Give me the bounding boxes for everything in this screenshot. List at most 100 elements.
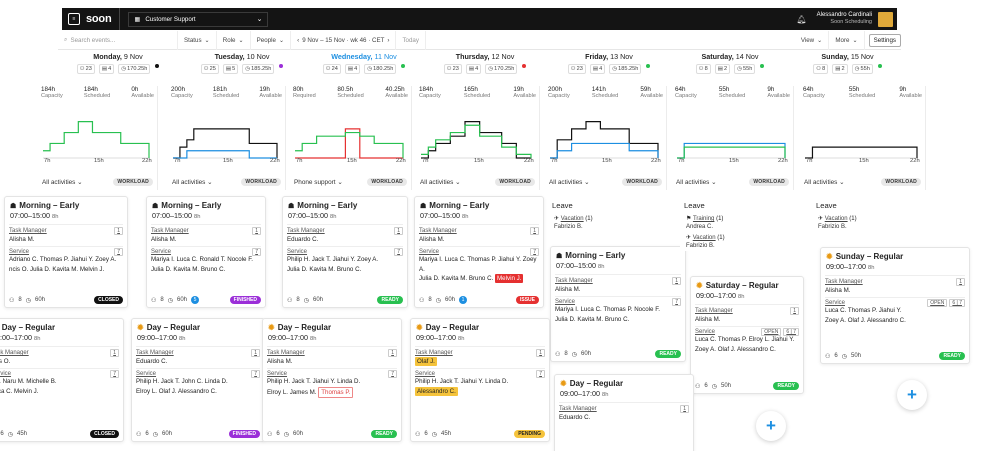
stat-hours: 180.25h (373, 66, 394, 72)
leave-item[interactable]: ✈ Vacation (1) (680, 232, 798, 243)
section-header: Service 7 (267, 370, 397, 379)
section-count: 7 (536, 370, 545, 379)
workload-toggle[interactable]: WORKLOAD (241, 177, 281, 186)
task-manager-section: Task Manager 1 ncis O. (0, 346, 119, 366)
next-week-icon[interactable]: › (387, 36, 390, 44)
shift-time: 07:00–15:00 8h (283, 210, 407, 222)
today-button[interactable]: Today (396, 30, 426, 50)
settings-button[interactable]: Settings (868, 33, 901, 47)
hat-icon: ☗ (556, 252, 563, 260)
activity-filter[interactable]: All activities ⌄ (420, 178, 461, 186)
metric-label: Scheduled (83, 93, 111, 100)
shift-time: 07:00–15:00 8h (147, 210, 265, 222)
view-menu[interactable]: View ⌄ (795, 30, 830, 50)
shift-card[interactable]: ☗ Morning – Early 07:00–15:00 8h Task Manag… (414, 196, 544, 308)
people-filter[interactable]: People ⌄ (251, 30, 292, 50)
shift-card[interactable]: ☗ Morning – Early 07:00–15:00 8h Task Manag… (550, 246, 686, 362)
add-shift-button[interactable]: + (756, 411, 786, 441)
section-label: Task Manager (9, 228, 47, 234)
search-input[interactable]: ⌕ Search events... (58, 30, 178, 50)
shift-title: ✹ Saturday – Regular (691, 277, 803, 290)
stat-chip-people: ⚇ 25 (200, 64, 219, 74)
sun-icon: ✹ (137, 323, 144, 332)
leave-type: Vacation (692, 235, 716, 241)
assignee: Alisha M. (151, 236, 177, 243)
section-count: 1 (251, 349, 260, 357)
section-label: Task Manager (825, 279, 863, 285)
section-count: 7 (110, 370, 119, 379)
workload-series-line (173, 150, 277, 159)
section-header: Service 7 (136, 370, 260, 379)
metric-label: Capacity (803, 93, 825, 100)
workload-toggle[interactable]: WORKLOAD (367, 177, 407, 186)
shift-card[interactable]: ☗ Morning – Early 07:00–15:00 8h Task Manag… (146, 196, 266, 308)
add-shift-button[interactable]: + (897, 380, 927, 410)
section-right: 7 (252, 248, 261, 257)
shift-card[interactable]: ✹ Sunday – Regular 09:00–17:00 8h Task Mana… (820, 247, 970, 364)
activity-filter-row: All activities ⌄ WORKLOAD (416, 176, 539, 187)
metric-value: 141h (591, 86, 606, 93)
activity-filter[interactable]: All activities ⌄ (42, 178, 83, 186)
day-name: Sunday, 15 Nov (789, 51, 906, 62)
section-label: Task Manager (136, 350, 174, 356)
metric-label: Required (293, 93, 316, 100)
activity-filter-row: All activities ⌄ WORKLOAD (800, 176, 925, 187)
leave-item[interactable]: ⚑ Training (1) (680, 213, 798, 224)
shift-title: ✹Day – Regular (411, 319, 549, 332)
section-header: Task Manager 1 (267, 349, 397, 357)
section-label: Task Manager (559, 406, 597, 412)
section-label: Task Manager (419, 228, 457, 234)
shift-card[interactable]: ☗ Morning – Early 07:00–15:00 8h Task Manag… (4, 196, 128, 308)
workload-toggle[interactable]: WORKLOAD (495, 177, 535, 186)
stat-chip-people: ⚇ 24 (322, 64, 341, 74)
workload-toggle[interactable]: WORKLOAD (113, 177, 153, 186)
activity-filter[interactable]: Phone support ⌄ (294, 178, 343, 186)
clock-icon: ◷ (7, 431, 13, 438)
shift-card[interactable]: ☗ Morning – Early 07:00–15:00 8h Task Manag… (282, 196, 408, 308)
menu-icon[interactable]: ≡ (68, 13, 80, 25)
section-count: 1 (672, 277, 681, 285)
workspace-select[interactable]: ▦ Customer Support ⌄ (128, 11, 269, 27)
task-manager-section: Task Manager 1 Alisha M. (825, 275, 965, 295)
workload-toggle[interactable]: WORKLOAD (749, 177, 789, 186)
activity-filter-row: All activities ⌄ WORKLOAD (38, 176, 157, 187)
user-menu[interactable]: 🔔︎ Alessandro Cardinali Soon Scheduling (796, 11, 893, 27)
clock-icon: ◷ (711, 383, 717, 390)
stat-chip-hours: ◷ 185.25h (242, 64, 275, 74)
section-header: Service 7 (419, 248, 539, 257)
task-manager-name: Alisha M. (419, 235, 539, 244)
bell-icon[interactable]: 🔔︎ (796, 14, 807, 24)
activity-filter[interactable]: All activities ⌄ (676, 178, 717, 186)
axis-tick-label: 22h (396, 158, 406, 164)
prev-week-icon[interactable]: ‹ (297, 36, 300, 44)
role-filter[interactable]: Role ⌄ (217, 30, 251, 50)
status-filter[interactable]: Status ⌄ (178, 30, 217, 50)
workload-toggle[interactable]: WORKLOAD (622, 177, 662, 186)
activity-filter-row: All activities ⌄ WORKLOAD (672, 176, 793, 187)
leave-item[interactable]: ✈ Vacation (1) (812, 213, 942, 224)
staff-flag: Thomas P. (318, 386, 354, 398)
workload-toggle[interactable]: WORKLOAD (881, 177, 921, 186)
day-date: 13 Nov (610, 52, 633, 61)
metric-label: Available (640, 93, 663, 100)
activity-filter[interactable]: All activities ⌄ (172, 178, 213, 186)
status-filter-label: Status (184, 36, 202, 44)
metric-label: Scheduled (718, 93, 746, 100)
more-menu[interactable]: More ⌄ (829, 30, 865, 50)
activity-filter[interactable]: All activities ⌄ (549, 178, 590, 186)
notification-badge: 1 (459, 296, 467, 304)
metric-label: Capacity (548, 93, 570, 100)
activity-filter[interactable]: All activities ⌄ (804, 178, 845, 186)
axis-tick-label: 15h (729, 158, 739, 164)
stat-people: 23 (85, 66, 92, 72)
avatar[interactable] (878, 11, 893, 27)
shift-card[interactable]: ✹ Saturday – Regular 09:00–17:00 8h Task Ma… (690, 276, 804, 394)
leave-item[interactable]: ✈ Vacation (1) (548, 213, 678, 224)
shift-time: 09:00–17:00 8h (821, 261, 969, 273)
shift-title-text: Morning – Early (429, 201, 490, 210)
